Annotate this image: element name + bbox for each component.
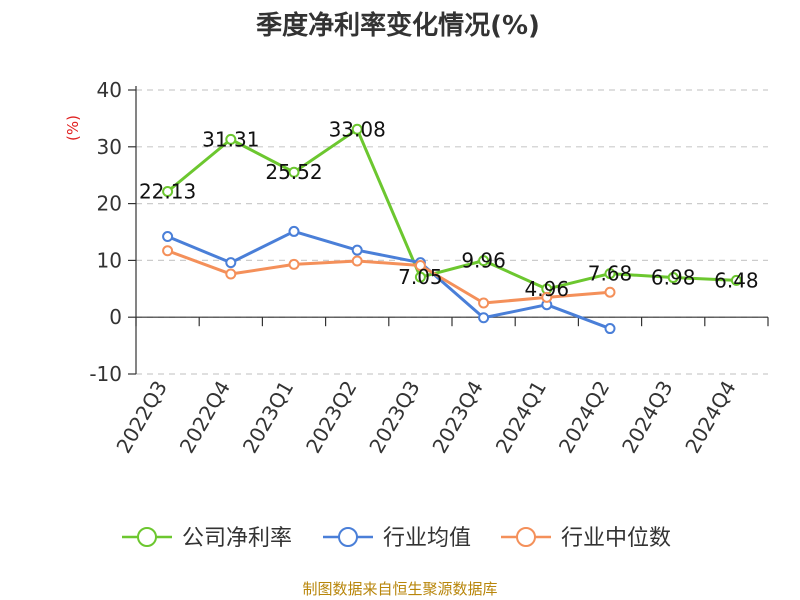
data-label-2024Q4: 6.48 bbox=[714, 268, 759, 292]
series-layer bbox=[162, 123, 742, 335]
y-tick-label-0: 40 bbox=[97, 78, 122, 102]
series-3-point-2023Q2 bbox=[351, 255, 363, 267]
legend-marker-2 bbox=[338, 527, 358, 547]
series-2-point-2023Q1 bbox=[288, 225, 300, 237]
x-tick-label-2023Q4: 2023Q4 bbox=[427, 376, 487, 457]
x-tick-label-2024Q3: 2024Q3 bbox=[617, 377, 677, 458]
series-1-point-2023Q1 bbox=[288, 166, 300, 178]
x-tick-label-2023Q2: 2023Q2 bbox=[301, 377, 361, 458]
y-axis-label: (%) bbox=[64, 115, 82, 141]
x-tick-label-2024Q2: 2024Q2 bbox=[554, 377, 614, 458]
series-2-point-2023Q2 bbox=[351, 244, 363, 256]
series-2-point-2023Q4 bbox=[478, 312, 490, 324]
legend-marker-1 bbox=[137, 527, 157, 547]
data-label-2024Q3: 6.98 bbox=[651, 266, 696, 290]
series-3-point-2022Q4 bbox=[225, 268, 237, 280]
series-3-point-2024Q1 bbox=[541, 291, 553, 303]
series-1-point-2023Q2 bbox=[351, 123, 363, 135]
series-1-point-2022Q3 bbox=[162, 186, 174, 198]
data-label-2024Q2: 7.68 bbox=[588, 262, 633, 286]
series-3-point-2024Q2 bbox=[604, 286, 616, 298]
series-1-point-2024Q4 bbox=[730, 274, 742, 286]
x-tick-label-2023Q1: 2023Q1 bbox=[238, 377, 298, 458]
series-2-point-2024Q2 bbox=[604, 323, 616, 335]
legend-item-1: 公司净利率 bbox=[122, 526, 292, 551]
legend-item-3: 行业中位数 bbox=[501, 526, 671, 551]
data-label-2023Q3: 7.05 bbox=[398, 265, 443, 289]
series-3-point-2023Q1 bbox=[288, 258, 300, 270]
data-label-2023Q4: 9.96 bbox=[461, 249, 506, 273]
series-1-point-2022Q4 bbox=[225, 133, 237, 145]
legend: 公司净利率 行业均值 行业中位数 bbox=[122, 526, 671, 551]
data-label-2024Q1: 4.96 bbox=[525, 277, 570, 301]
legend-marker-3 bbox=[516, 527, 536, 547]
x-tick-label-2023Q3: 2023Q3 bbox=[364, 377, 424, 458]
series-3-point-2023Q3 bbox=[414, 260, 426, 272]
y-tick-label-4: 0 bbox=[109, 305, 122, 329]
data-label-2022Q3: 22.13 bbox=[139, 180, 196, 204]
series-1-point-2023Q3 bbox=[414, 271, 426, 283]
series-2-point-2022Q3 bbox=[162, 231, 174, 243]
series-3-point-2023Q4 bbox=[478, 297, 490, 309]
x-tick-label-2024Q4: 2024Q4 bbox=[680, 377, 740, 458]
series-3-line bbox=[167, 249, 611, 305]
series-2 bbox=[162, 225, 616, 335]
data-label-2022Q4: 31.31 bbox=[202, 127, 259, 151]
y-tick-label-1: 30 bbox=[97, 135, 122, 159]
chart-title: 季度净利率变化情况(%) bbox=[256, 10, 540, 41]
legend-label-2: 行业均值 bbox=[383, 526, 471, 551]
series-2-point-2022Q4 bbox=[225, 257, 237, 269]
series-3-point-2022Q3 bbox=[162, 245, 174, 257]
x-tick-label-2024Q1: 2024Q1 bbox=[491, 377, 551, 458]
y-tick-label-2: 20 bbox=[97, 192, 122, 216]
source-note: 制图数据来自恒生聚源数据库 bbox=[302, 580, 497, 598]
data-label-2023Q2: 33.08 bbox=[329, 117, 386, 141]
series-1-point-2023Q4 bbox=[478, 255, 490, 267]
y-tick-label-5: -10 bbox=[89, 362, 122, 386]
data-label-2023Q1: 25.52 bbox=[265, 160, 322, 184]
legend-label-1: 公司净利率 bbox=[182, 526, 292, 551]
legend-label-3: 行业中位数 bbox=[561, 526, 671, 551]
y-tick-label-3: 10 bbox=[97, 248, 122, 272]
legend-item-2: 行业均值 bbox=[323, 526, 471, 551]
series-1-line bbox=[166, 127, 737, 291]
x-tick-label-2022Q3: 2022Q3 bbox=[111, 377, 171, 458]
series-1-point-2024Q2 bbox=[604, 268, 616, 280]
series-3 bbox=[162, 245, 616, 309]
series-1-point-2024Q3 bbox=[667, 272, 679, 284]
series-2-line bbox=[167, 229, 611, 330]
x-tick-label-2022Q4: 2022Q4 bbox=[175, 377, 235, 458]
